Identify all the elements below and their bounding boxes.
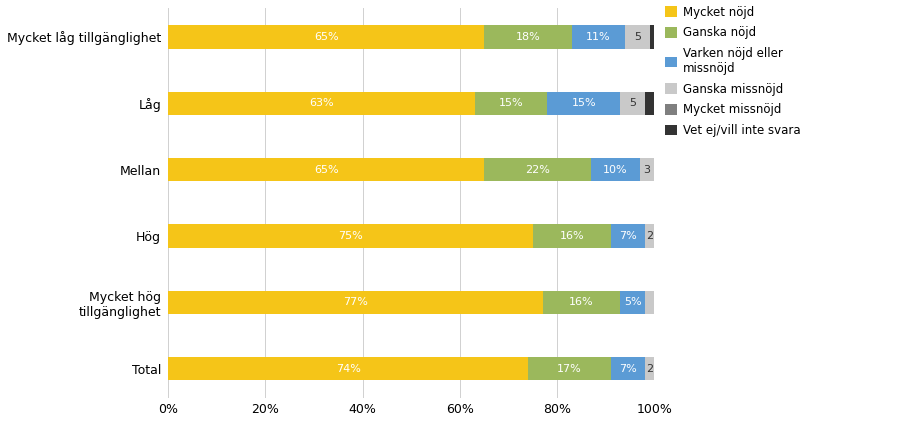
Bar — [533, 225, 611, 248]
Text: 77%: 77% — [343, 297, 368, 308]
Text: 16%: 16% — [569, 297, 594, 308]
Bar — [644, 225, 654, 248]
Legend: Mycket nöjd, Ganska nöjd, Varken nöjd eller
missnöjd, Ganska missnöjd, Mycket mi: Mycket nöjd, Ganska nöjd, Varken nöjd el… — [665, 5, 801, 137]
Bar — [484, 158, 591, 181]
Bar — [644, 92, 654, 115]
Text: 63%: 63% — [309, 98, 334, 108]
Text: 65%: 65% — [314, 32, 338, 42]
Bar — [528, 357, 611, 380]
Text: 17%: 17% — [557, 364, 582, 374]
Bar — [572, 25, 625, 49]
Text: 5: 5 — [629, 98, 636, 108]
Text: 7%: 7% — [619, 364, 636, 374]
Bar — [168, 225, 533, 248]
Bar — [644, 291, 654, 314]
Text: 15%: 15% — [572, 98, 596, 108]
Bar — [168, 291, 543, 314]
Bar — [474, 92, 547, 115]
Bar — [611, 357, 644, 380]
Bar — [484, 25, 572, 49]
Bar — [543, 291, 621, 314]
Bar — [625, 25, 650, 49]
Bar — [621, 291, 644, 314]
Bar — [547, 92, 621, 115]
Bar — [168, 357, 528, 380]
Text: 65%: 65% — [314, 165, 338, 175]
Text: 11%: 11% — [586, 32, 611, 42]
Bar — [640, 158, 654, 181]
Text: 7%: 7% — [619, 231, 636, 241]
Bar — [168, 25, 484, 49]
Text: 18%: 18% — [515, 32, 541, 42]
Bar — [168, 92, 474, 115]
Text: 75%: 75% — [338, 231, 363, 241]
Text: 15%: 15% — [499, 98, 524, 108]
Text: 5: 5 — [634, 32, 641, 42]
Text: 74%: 74% — [335, 364, 361, 374]
Text: 2: 2 — [646, 364, 654, 374]
Text: 16%: 16% — [560, 231, 584, 241]
Bar — [650, 25, 654, 49]
Bar — [644, 357, 654, 380]
Text: 3: 3 — [644, 165, 651, 175]
Bar — [591, 158, 640, 181]
Bar — [621, 92, 644, 115]
Bar — [168, 158, 484, 181]
Text: 2: 2 — [646, 98, 654, 108]
Bar — [611, 225, 644, 248]
Text: 10%: 10% — [604, 165, 628, 175]
Text: 5%: 5% — [624, 297, 642, 308]
Text: 2: 2 — [646, 231, 654, 241]
Text: 22%: 22% — [525, 165, 550, 175]
